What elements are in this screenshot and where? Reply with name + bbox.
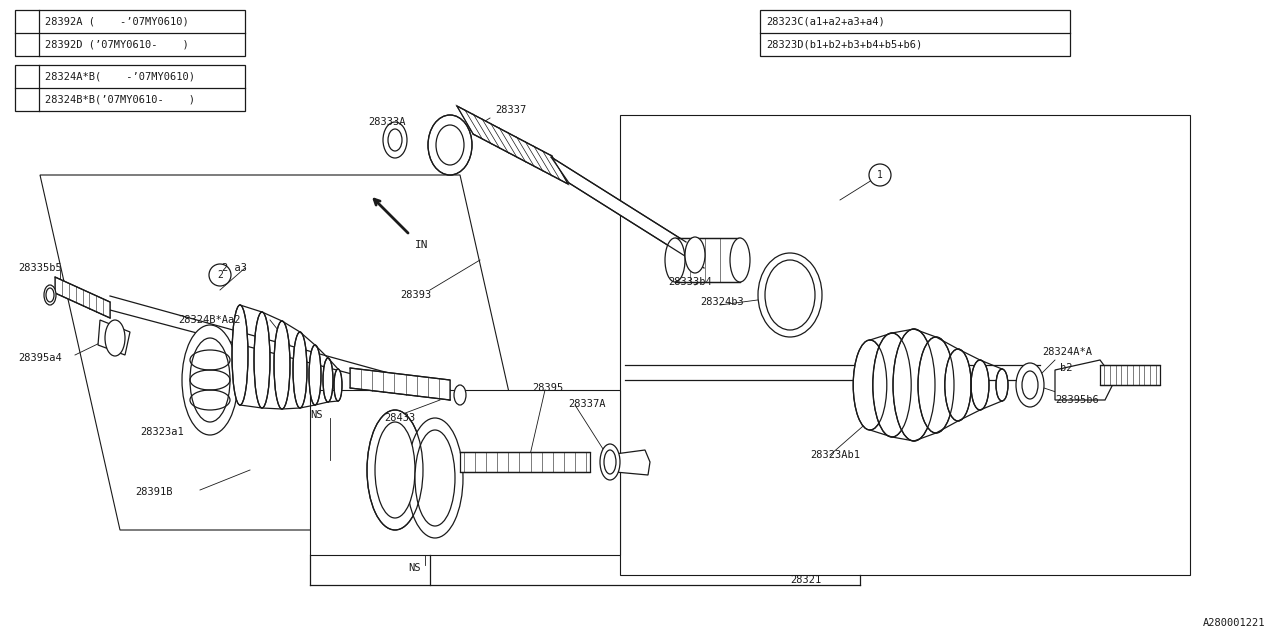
Text: A280001221: A280001221 bbox=[1202, 618, 1265, 628]
Ellipse shape bbox=[308, 345, 321, 405]
Text: NS: NS bbox=[310, 410, 323, 420]
Text: 28324A*A: 28324A*A bbox=[1042, 347, 1092, 357]
Polygon shape bbox=[310, 390, 620, 555]
Ellipse shape bbox=[274, 321, 291, 409]
Text: 1: 1 bbox=[24, 28, 29, 38]
Ellipse shape bbox=[334, 369, 342, 401]
Polygon shape bbox=[40, 175, 540, 530]
Polygon shape bbox=[349, 368, 451, 400]
Ellipse shape bbox=[232, 305, 248, 405]
Ellipse shape bbox=[666, 238, 685, 282]
Text: 28323Ab1: 28323Ab1 bbox=[810, 450, 860, 460]
Text: 28323D(b1+b2+b3+b4+b5+b6): 28323D(b1+b2+b3+b4+b5+b6) bbox=[765, 40, 923, 49]
Ellipse shape bbox=[972, 360, 989, 410]
Polygon shape bbox=[550, 157, 704, 268]
Polygon shape bbox=[1055, 360, 1115, 400]
Ellipse shape bbox=[730, 238, 750, 282]
Text: 28323C(a1+a2+a3+a4): 28323C(a1+a2+a3+a4) bbox=[765, 17, 884, 26]
Ellipse shape bbox=[407, 418, 463, 538]
Ellipse shape bbox=[189, 338, 230, 422]
Ellipse shape bbox=[604, 450, 616, 474]
Text: 28391B: 28391B bbox=[134, 487, 173, 497]
Ellipse shape bbox=[293, 332, 307, 408]
Text: 28395: 28395 bbox=[532, 383, 563, 393]
Polygon shape bbox=[460, 452, 590, 472]
Ellipse shape bbox=[46, 288, 54, 302]
Text: 1: 1 bbox=[877, 170, 883, 180]
Text: 28337: 28337 bbox=[495, 105, 526, 115]
Ellipse shape bbox=[869, 164, 891, 186]
Polygon shape bbox=[675, 238, 740, 282]
Ellipse shape bbox=[1016, 363, 1044, 407]
Polygon shape bbox=[1100, 365, 1160, 385]
Text: 28392A (    -’07MY0610): 28392A ( -’07MY0610) bbox=[45, 17, 188, 26]
Text: 28395b6: 28395b6 bbox=[1055, 395, 1098, 405]
Ellipse shape bbox=[600, 444, 620, 480]
Text: 28321: 28321 bbox=[790, 575, 822, 585]
Text: 28333A: 28333A bbox=[369, 117, 406, 127]
Ellipse shape bbox=[873, 333, 911, 437]
Ellipse shape bbox=[44, 285, 56, 305]
Text: 28324B*Aa2: 28324B*Aa2 bbox=[178, 315, 241, 325]
Bar bbox=[760, 10, 1070, 56]
Ellipse shape bbox=[1021, 371, 1038, 399]
Text: NS: NS bbox=[408, 563, 421, 573]
Text: 28335b5: 28335b5 bbox=[18, 263, 61, 273]
Text: 28395a4: 28395a4 bbox=[18, 353, 61, 363]
Ellipse shape bbox=[209, 264, 230, 286]
Ellipse shape bbox=[383, 122, 407, 158]
Ellipse shape bbox=[945, 349, 972, 421]
Polygon shape bbox=[99, 320, 131, 355]
Bar bbox=[15, 65, 244, 111]
Ellipse shape bbox=[454, 385, 466, 405]
Text: 2: 2 bbox=[24, 83, 29, 93]
Ellipse shape bbox=[388, 129, 402, 151]
Text: 2 a3: 2 a3 bbox=[221, 263, 247, 273]
Text: 28393: 28393 bbox=[401, 290, 431, 300]
Ellipse shape bbox=[854, 340, 887, 430]
Ellipse shape bbox=[18, 24, 36, 42]
Ellipse shape bbox=[765, 260, 815, 330]
Text: 28324b3: 28324b3 bbox=[700, 297, 744, 307]
Ellipse shape bbox=[367, 410, 422, 530]
Polygon shape bbox=[457, 106, 568, 184]
Bar bbox=[15, 10, 244, 56]
Text: 28392D (’07MY0610-    ): 28392D (’07MY0610- ) bbox=[45, 40, 188, 49]
Text: 28337A: 28337A bbox=[568, 399, 605, 409]
Polygon shape bbox=[614, 450, 650, 475]
Ellipse shape bbox=[436, 125, 465, 165]
Text: 28333b4: 28333b4 bbox=[668, 277, 712, 287]
Ellipse shape bbox=[182, 325, 238, 435]
Text: 28324A*B(    -’07MY0610): 28324A*B( -’07MY0610) bbox=[45, 72, 195, 81]
Ellipse shape bbox=[253, 312, 270, 408]
Ellipse shape bbox=[996, 369, 1009, 401]
Polygon shape bbox=[620, 115, 1190, 575]
Ellipse shape bbox=[415, 430, 454, 526]
Text: 28323a1: 28323a1 bbox=[140, 427, 184, 437]
Ellipse shape bbox=[428, 115, 472, 175]
Ellipse shape bbox=[918, 337, 954, 433]
Ellipse shape bbox=[685, 237, 705, 273]
Ellipse shape bbox=[375, 422, 415, 518]
Ellipse shape bbox=[893, 329, 934, 441]
Text: 28433: 28433 bbox=[384, 413, 415, 423]
Ellipse shape bbox=[323, 358, 333, 402]
Text: b2: b2 bbox=[1060, 363, 1073, 373]
Polygon shape bbox=[55, 277, 110, 318]
Text: IN: IN bbox=[415, 240, 429, 250]
Text: 28324B*B(’07MY0610-    ): 28324B*B(’07MY0610- ) bbox=[45, 95, 195, 104]
Ellipse shape bbox=[105, 320, 125, 356]
Text: 2: 2 bbox=[218, 270, 223, 280]
Ellipse shape bbox=[758, 253, 822, 337]
Ellipse shape bbox=[18, 79, 36, 97]
